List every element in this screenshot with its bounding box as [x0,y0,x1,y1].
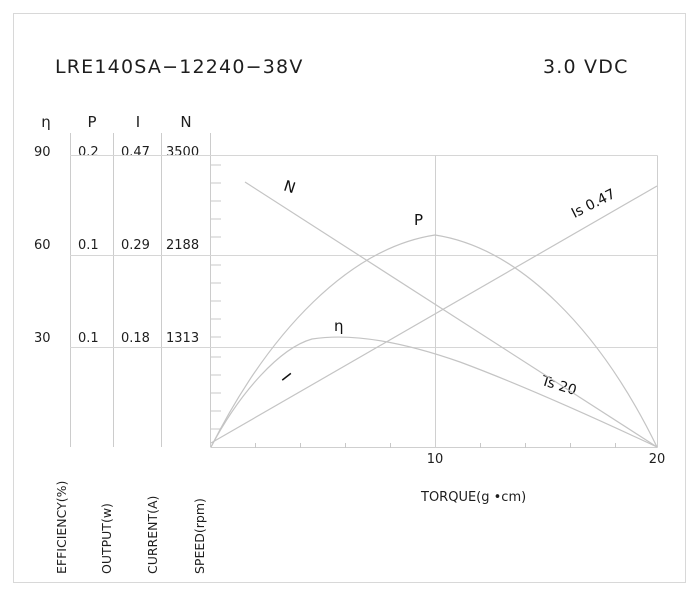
scale-value-current-0-29: 0.29 [121,238,150,253]
scale-value-current-0-47: 0.47 [121,145,150,160]
scale-value-output-0-1-lower: 0.1 [78,331,99,346]
voltage-label: 3.0 VDC [543,56,629,78]
scale-value-speed-1313: 1313 [166,331,200,346]
scale-table-dividers [70,133,211,447]
page-title: LRE140SA−12240−38V [55,56,304,78]
column-symbol-current: I [135,113,141,131]
column-symbol-output: P [87,113,97,131]
grid-horizontal [70,155,658,348]
y-axis-minor-ticks [211,164,221,430]
xtick-label-20: 20 [648,452,666,467]
scale-value-speed-3500: 3500 [166,145,200,160]
scale-value-output-0-2: 0.2 [78,145,99,160]
curve-speed [244,181,658,448]
scale-value-efficiency-60: 60 [34,238,51,253]
scale-value-speed-2188: 2188 [166,238,200,253]
xtick-label-10: 10 [426,452,444,467]
curve-output [210,234,658,448]
scale-value-efficiency-30: 30 [34,331,51,346]
scale-value-output-0-1-upper: 0.1 [78,238,99,253]
column-symbol-efficiency: η [41,113,51,131]
curve-efficiency [210,336,658,448]
curve-label-efficiency: η [334,317,344,335]
scale-value-efficiency-90: 90 [34,145,51,160]
curve-label-output: P [414,211,424,229]
curve-current [210,185,658,444]
x-axis-title: TORQUE(g •cm) [421,490,527,505]
column-symbol-speed: N [180,113,192,131]
scale-value-current-0-18: 0.18 [121,331,150,346]
x-axis-minor-ticks [255,443,616,448]
outer-border [13,13,686,583]
